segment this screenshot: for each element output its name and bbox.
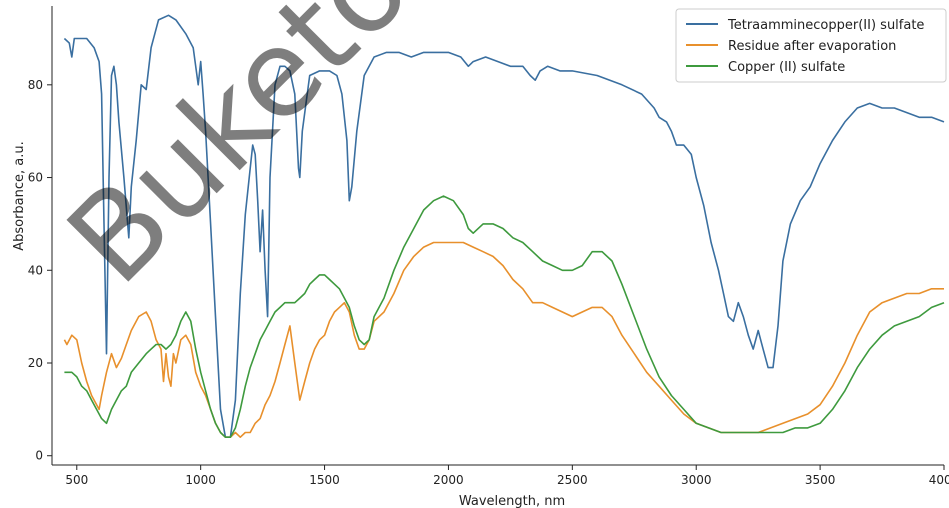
y-axis-title: Absorbance, a.u. <box>12 141 27 251</box>
y-tick-label: 0 <box>35 449 43 463</box>
y-ticks: 0 20 40 60 80 <box>28 78 52 463</box>
y-tick-label: 20 <box>28 356 43 370</box>
x-tick-label: 500 <box>65 473 88 487</box>
legend: Tetraamminecopper(II) sulfate Residue aft… <box>675 8 947 83</box>
y-tick-label: 80 <box>28 78 43 92</box>
legend-label: Residue after evaporation <box>728 39 896 54</box>
series-line-3 <box>64 195 945 438</box>
x-tick-label: 3000 <box>681 473 712 487</box>
x-tick-label: 3500 <box>805 473 836 487</box>
legend-frame <box>675 8 947 83</box>
series-line-1 <box>63 14 945 438</box>
x-tick-label: 1500 <box>309 473 340 487</box>
y-tick-label: 40 <box>28 263 43 277</box>
x-tick-label: 2000 <box>433 473 464 487</box>
legend-label: Tetraamminecopper(II) sulfate <box>727 18 924 33</box>
watermark-text: Buketo <box>42 0 436 311</box>
legend-label: Copper (II) sulfate <box>728 60 845 75</box>
x-tick-label: 1000 <box>185 473 216 487</box>
x-tick-label: 2500 <box>557 473 588 487</box>
series-line-2 <box>63 241 944 438</box>
series-lines <box>63 14 945 438</box>
y-tick-label: 60 <box>28 171 43 185</box>
x-axis-title: Wavelength, nm <box>459 494 565 508</box>
